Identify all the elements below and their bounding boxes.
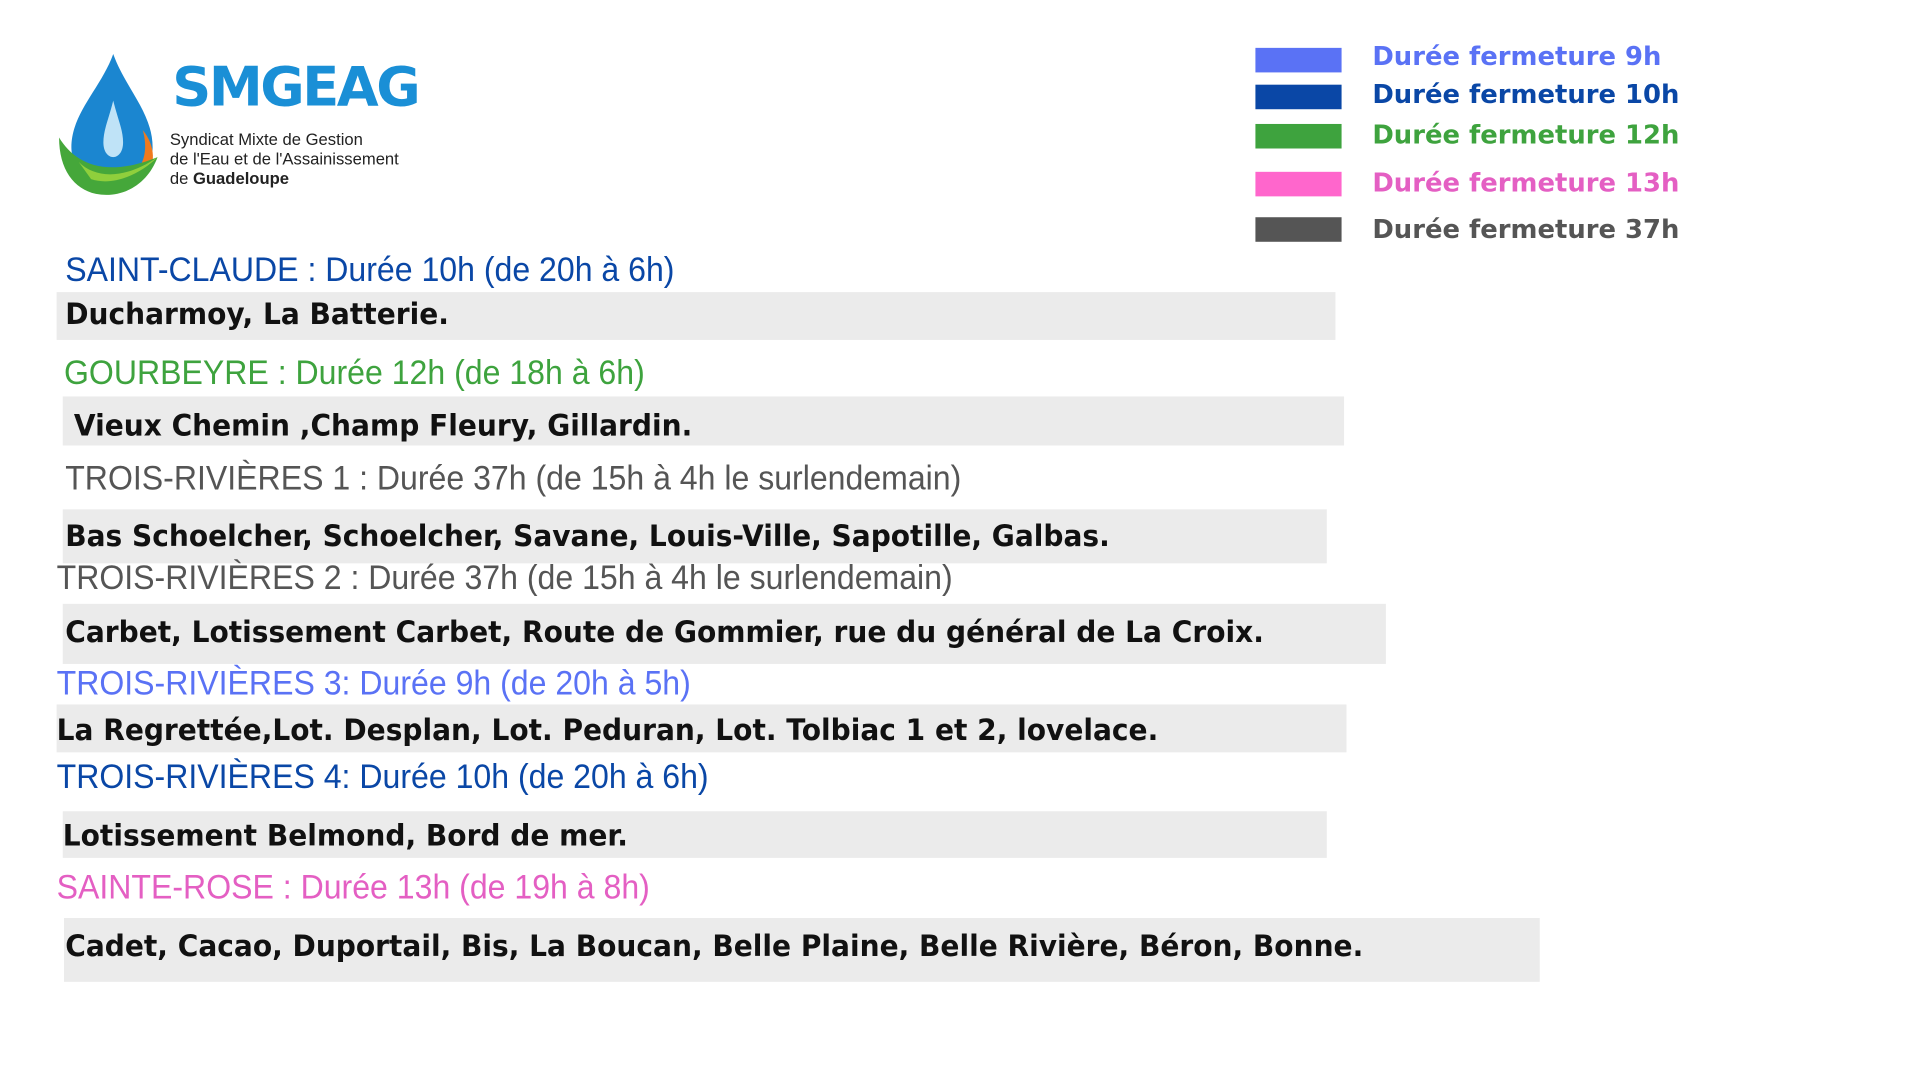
section-areas-gourbeyre: Vieux Chemin ,Champ Fleury, Gillardin. <box>73 408 693 444</box>
section-areas-trois-rivieres-1: Bas Schoelcher, Schoelcher, Savane, Loui… <box>65 519 1110 554</box>
logo-subtitle-line: de l'Eau et de l'Assainissement <box>169 149 399 169</box>
legend-swatch-9h <box>1255 47 1342 73</box>
section-areas-trois-rivieres-3: La Regrettée,Lot. Desplan, Lot. Peduran,… <box>56 713 1159 748</box>
logo-wordmark: SMGEAG <box>172 56 420 120</box>
legend-swatch-10h <box>1255 84 1342 110</box>
section-areas-saint-claude: Ducharmoy, La Batterie. <box>65 297 449 332</box>
section-heading-sainte-rose: SAINTE-ROSE : Durée 13h (de 19h à 8h) <box>56 867 650 906</box>
section-areas-row <box>64 918 1540 982</box>
section-heading-saint-claude: SAINT-CLAUDE : Durée 10h (de 20h à 6h) <box>65 250 675 289</box>
logo-subtitle-region: Guadeloupe <box>192 169 290 188</box>
logo-subtitle-prefix: de <box>169 169 189 188</box>
logo-subtitle-line: de Guadeloupe <box>170 169 399 189</box>
legend-label-9h: Durée fermeture 9h <box>1372 41 1662 72</box>
section-areas-trois-rivieres-4: Lotissement Belmond, Bord de mer. <box>62 818 628 853</box>
logo-subtitle-line: Syndicat Mixte de Gestion <box>169 130 363 149</box>
section-heading-trois-rivieres-3: TROIS-RIVIÈRES 3: Durée 9h (de 20h à 5h) <box>56 663 691 703</box>
legend-label-37h: Durée fermeture 37h <box>1372 214 1680 245</box>
section-heading-trois-rivieres-2: TROIS-RIVIÈRES 2 : Durée 37h (de 15h à 4… <box>56 558 953 597</box>
section-heading-gourbeyre: GOURBEYRE : Durée 12h (de 18h à 6h) <box>64 353 645 392</box>
section-areas-sainte-rose: Cadet, Cacao, Duportail, Bis, La Boucan,… <box>65 929 1364 964</box>
water-drop-logo-icon <box>54 52 165 199</box>
section-areas-row <box>56 704 1347 753</box>
legend-swatch-12h <box>1255 123 1342 149</box>
section-areas-row <box>62 603 1386 664</box>
section-heading-trois-rivieres-4: TROIS-RIVIÈRES 4: Durée 10h (de 20h à 6h… <box>56 757 709 796</box>
section-areas-trois-rivieres-2: Carbet, Lotissement Carbet, Route de Gom… <box>65 614 1264 650</box>
legend-label-12h: Durée fermeture 12h <box>1372 120 1680 150</box>
legend-label-13h: Durée fermeture 13h <box>1372 168 1680 198</box>
section-areas-row <box>62 396 1345 446</box>
section-heading-trois-rivieres-1: TROIS-RIVIÈRES 1 : Durée 37h (de 15h à 4… <box>65 459 962 498</box>
legend-swatch-37h <box>1255 217 1342 242</box>
section-areas-row <box>62 509 1327 564</box>
logo-subtitle: Syndicat Mixte de Gestion de l'Eau et de… <box>170 130 399 189</box>
section-areas-row <box>62 811 1327 858</box>
section-areas-row <box>56 292 1336 340</box>
legend-label-10h: Durée fermeture 10h <box>1372 79 1680 110</box>
legend-swatch-13h <box>1255 171 1342 197</box>
